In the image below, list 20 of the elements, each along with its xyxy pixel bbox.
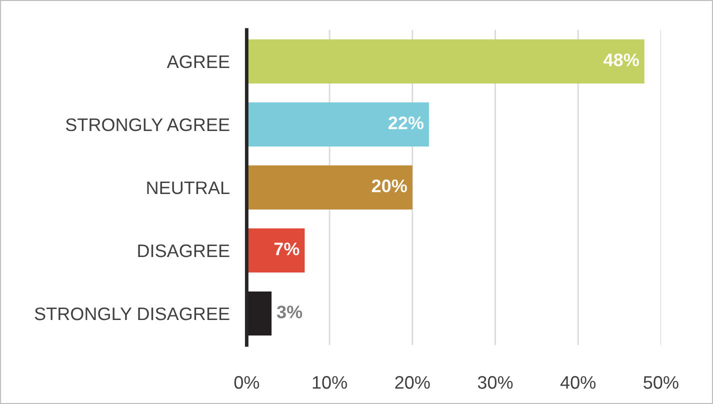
x-tick-label: 20% bbox=[395, 376, 430, 389]
y-tick-label: NEUTRAL bbox=[147, 182, 230, 194]
data-label: 48% bbox=[604, 53, 639, 66]
x-tick-label: 30% bbox=[478, 376, 513, 389]
data-label: 22% bbox=[388, 116, 424, 130]
x-tick-label: 0% bbox=[234, 376, 260, 389]
data-label: 20% bbox=[372, 180, 407, 192]
data-label: 3% bbox=[276, 306, 302, 318]
bar bbox=[246, 228, 305, 273]
x-tick-label: 10% bbox=[312, 376, 347, 389]
bar bbox=[246, 102, 429, 146]
y-tick-label: STRONGLY AGREE bbox=[66, 118, 230, 132]
x-tick-label: 40% bbox=[560, 376, 596, 389]
y-tick-label: AGREE bbox=[166, 55, 230, 68]
bar bbox=[246, 39, 644, 84]
y-tick-label: DISAGREE bbox=[138, 244, 230, 258]
bar bbox=[246, 165, 412, 210]
data-label: 7% bbox=[274, 242, 300, 256]
y-tick-label: STRONGLY DISAGREE bbox=[34, 307, 230, 320]
x-tick-label: 50% bbox=[644, 376, 678, 389]
